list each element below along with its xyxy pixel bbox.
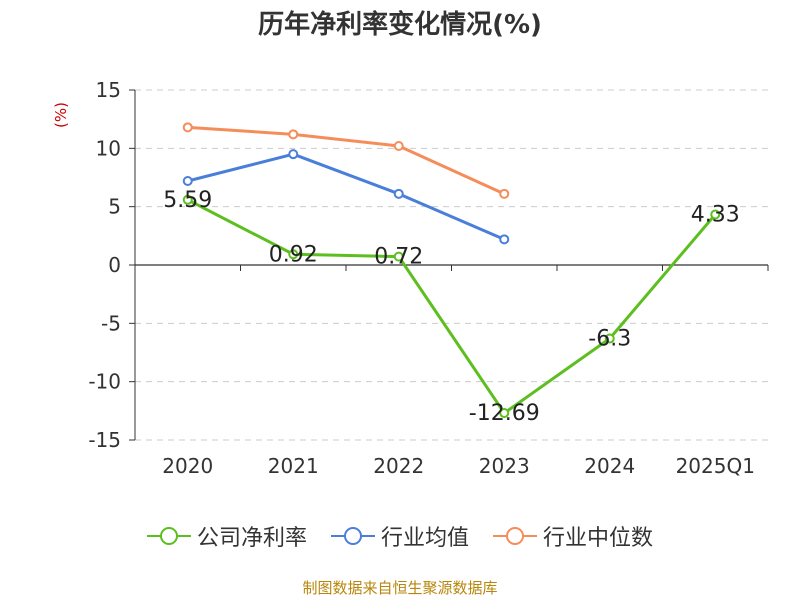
data-point-0 <box>182 194 193 205</box>
legend-marker-industry-median <box>493 527 537 545</box>
legend: 公司净利率 行业均值 行业中位数 <box>0 520 800 552</box>
data-point-2 <box>288 129 299 140</box>
data-point-0 <box>499 408 510 419</box>
y-tick-label: 0 <box>108 253 121 277</box>
data-point-1 <box>499 234 510 245</box>
y-tick-label: 5 <box>108 195 121 219</box>
legend-marker-industry-avg <box>330 527 375 545</box>
legend-label-company: 公司净利率 <box>196 526 307 551</box>
data-label: 0.72 <box>374 245 423 270</box>
data-point-2 <box>393 141 404 151</box>
data-label: -6.3 <box>588 327 631 352</box>
data-point-2 <box>182 122 193 133</box>
legend-label-industry-median: 行业中位数 <box>543 526 654 551</box>
chart-title: 历年净利率变化情况(%) <box>258 10 542 40</box>
y-axis-label: (%) <box>52 102 70 128</box>
data-point-1 <box>288 149 299 160</box>
data-point-1 <box>393 188 404 199</box>
legend-marker-company <box>146 527 191 545</box>
y-tick-label: -10 <box>88 370 121 394</box>
data-point-0 <box>710 209 721 220</box>
legend-label-industry-avg: 行业均值 <box>380 526 469 551</box>
y-tick-label: 15 <box>96 78 121 102</box>
data-label: 4.33 <box>691 202 740 227</box>
data-label: -12.69 <box>469 401 540 426</box>
data-point-0 <box>288 249 299 260</box>
legend-item-industry-median[interactable]: 行业中位数 <box>493 520 653 552</box>
x-tick-label: 2022 <box>373 454 424 478</box>
x-tick-label: 2020 <box>162 454 213 478</box>
data-point-0 <box>393 251 404 262</box>
source-note: 制图数据来自恒生聚源数据库 <box>302 579 498 597</box>
y-tick-label: 10 <box>96 136 121 160</box>
series-line-0 <box>187 198 717 415</box>
y-tick-label: -5 <box>101 311 121 335</box>
x-tick-label: 2025Q1 <box>676 454 755 478</box>
series-line-2 <box>187 125 505 196</box>
y-tick-label: -15 <box>88 428 121 452</box>
data-label: 0.92 <box>269 242 318 267</box>
legend-item-company[interactable]: 公司净利率 <box>146 520 307 552</box>
legend-item-industry-avg[interactable]: 行业均值 <box>330 520 469 552</box>
x-tick-label: 2023 <box>479 454 530 478</box>
data-point-0 <box>604 333 615 344</box>
x-tick-label: 2024 <box>584 454 635 478</box>
data-point-1 <box>182 176 193 186</box>
data-label: 5.59 <box>163 188 212 213</box>
x-tick-label: 2021 <box>268 454 319 478</box>
series-line-1 <box>187 152 505 241</box>
data-point-2 <box>499 188 510 199</box>
